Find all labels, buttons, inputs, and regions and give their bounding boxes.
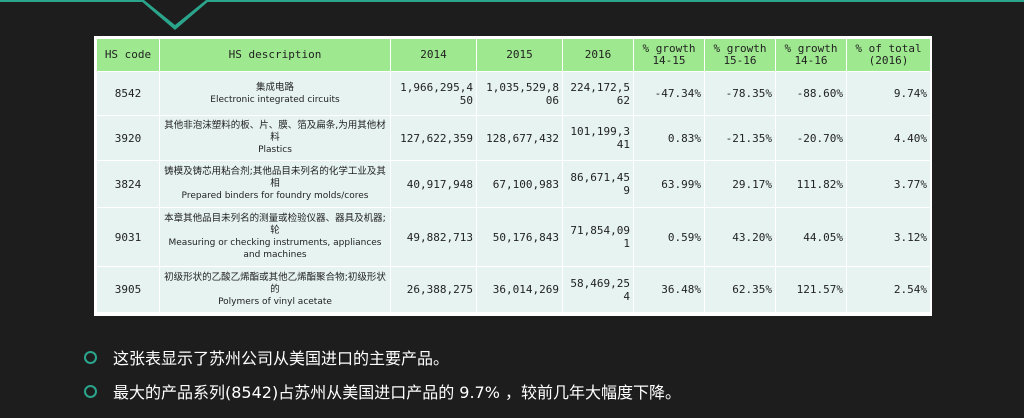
value-2014-cell: 49,882,713: [390, 207, 477, 267]
hs-code-cell: 3920: [96, 115, 160, 161]
header-growth-14-16: % growth 14-16: [775, 38, 847, 72]
description-cell: 其他非泡沫塑料的板、片、膜、箔及扁条,为用其他材料 Plastics: [159, 115, 391, 161]
description-zh: 初级形状的乙酸乙烯酯或其他乙烯酯聚合物;初级形状的: [164, 271, 386, 295]
value-2015-cell: 67,100,983: [476, 160, 563, 208]
share-of-total-cell: 3.77%: [846, 160, 931, 208]
value-2014-cell: 127,622,359: [390, 115, 477, 161]
header-hs-description: HS description: [159, 38, 391, 72]
value-2014-cell: 40,917,948: [390, 160, 477, 208]
import-products-table: HS code HS description 2014 2015 2016 % …: [96, 38, 931, 313]
table-header-row: HS code HS description 2014 2015 2016 % …: [96, 38, 931, 72]
description-cell: 铸模及铸芯用粘合剂;其他品目未列名的化学工业及其相 Prepared binder…: [159, 160, 391, 208]
value-2015-cell: 50,176,843: [476, 207, 563, 267]
bullet-circle-icon: [84, 384, 97, 398]
growth-14-16-cell: -20.70%: [775, 115, 847, 161]
value-2016-cell: 224,172,562: [562, 71, 634, 116]
hs-code-cell: 3905: [96, 266, 160, 313]
header-percent-of-total: % of total (2016): [846, 38, 931, 72]
header-2016: 2016: [562, 38, 634, 72]
bullet-text: 这张表显示了苏州公司从美国进口的主要产品。: [113, 349, 450, 368]
description-zh: 本章其他品目未列名的测量或检验仪器、器具及机器;轮: [164, 213, 386, 236]
value-2015-cell: 36,014,269: [476, 266, 563, 313]
header-growth-15-16: % growth 15-16: [704, 38, 776, 72]
growth-15-16-cell: 43.20%: [704, 207, 776, 267]
value-2014-cell: 1,966,295,450: [390, 71, 477, 116]
value-2014-cell: 26,388,275: [390, 266, 477, 313]
share-of-total-cell: 2.54%: [846, 266, 931, 313]
description-cell: 集成电路 Electronic integrated circuits: [159, 71, 391, 116]
description-en: Measuring or checking instruments, appli…: [168, 238, 382, 260]
description-cell: 初级形状的乙酸乙烯酯或其他乙烯酯聚合物;初级形状的 Polymers of vin…: [159, 266, 391, 313]
table-row: 8542 集成电路 Electronic integrated circuits …: [96, 71, 931, 116]
hs-code-cell: 9031: [96, 207, 160, 267]
share-of-total-cell: 9.74%: [846, 71, 931, 116]
hs-code-cell: 3824: [96, 160, 160, 208]
bullet-item: 最大的产品系列(8542)占苏州从美国进口产品的 9.7% ，较前几年大幅度下降…: [84, 374, 984, 408]
hs-code-cell: 8542: [96, 71, 160, 116]
header-2015: 2015: [476, 38, 563, 72]
value-2016-cell: 101,199,341: [562, 115, 634, 161]
bullet-item: 这张表显示了苏州公司从美国进口的主要产品。: [84, 340, 984, 374]
table-row: 3824 铸模及铸芯用粘合剂;其他品目未列名的化学工业及其相 Prepared b…: [96, 160, 931, 208]
description-zh: 铸模及铸芯用粘合剂;其他品目未列名的化学工业及其相: [164, 166, 386, 189]
description-zh: 其他非泡沫塑料的板、片、膜、箔及扁条,为用其他材料: [164, 120, 386, 143]
value-2016-cell: 71,854,091: [562, 207, 634, 267]
growth-14-15-cell: 63.99%: [633, 160, 705, 208]
value-2016-cell: 86,671,459: [562, 160, 634, 208]
table-row: 3905 初级形状的乙酸乙烯酯或其他乙烯酯聚合物;初级形状的 Polymers o…: [96, 266, 931, 313]
import-products-table-container: HS code HS description 2014 2015 2016 % …: [94, 36, 932, 316]
growth-14-16-cell: 44.05%: [775, 207, 847, 267]
value-2015-cell: 128,677,432: [476, 115, 563, 161]
growth-14-15-cell: 0.83%: [633, 115, 705, 161]
top-accent-line: [0, 0, 1024, 2]
description-zh: 集成电路: [255, 81, 294, 93]
value-2016-cell: 58,469,254: [562, 266, 634, 313]
growth-14-15-cell: 36.48%: [633, 266, 705, 313]
bullet-circle-icon: [84, 350, 97, 364]
description-en: Electronic integrated circuits: [210, 94, 340, 105]
growth-14-15-cell: -47.34%: [633, 71, 705, 116]
header-hs-code: HS code: [96, 38, 160, 72]
growth-15-16-cell: -21.35%: [704, 115, 776, 161]
description-en: Polymers of vinyl acetate: [218, 296, 332, 307]
growth-15-16-cell: -78.35%: [704, 71, 776, 116]
description-cell: 本章其他品目未列名的测量或检验仪器、器具及机器;轮 Measuring or ch…: [159, 207, 391, 267]
description-en: Plastics: [258, 145, 292, 155]
bullet-list: 这张表显示了苏州公司从美国进口的主要产品。 最大的产品系列(8542)占苏州从美…: [84, 340, 984, 408]
growth-15-16-cell: 29.17%: [704, 160, 776, 208]
top-notch-inner: [144, 0, 206, 25]
value-2015-cell: 1,035,529,806: [476, 71, 563, 116]
bullet-text: 最大的产品系列(8542)占苏州从美国进口产品的 9.7% ，较前几年大幅度下降…: [113, 383, 682, 402]
table-row: 9031 本章其他品目未列名的测量或检验仪器、器具及机器;轮 Measuring …: [96, 207, 931, 267]
growth-14-15-cell: 0.59%: [633, 207, 705, 267]
table-row: 3920 其他非泡沫塑料的板、片、膜、箔及扁条,为用其他材料 Plastics 1…: [96, 115, 931, 161]
growth-15-16-cell: 62.35%: [704, 266, 776, 313]
growth-14-16-cell: 121.57%: [775, 266, 847, 313]
growth-14-16-cell: 111.82%: [775, 160, 847, 208]
header-2014: 2014: [390, 38, 477, 72]
share-of-total-cell: 4.40%: [846, 115, 931, 161]
header-growth-14-15: % growth 14-15: [633, 38, 705, 72]
share-of-total-cell: 3.12%: [846, 207, 931, 267]
description-en: Prepared binders for foundry molds/cores: [181, 191, 369, 201]
growth-14-16-cell: -88.60%: [775, 71, 847, 116]
